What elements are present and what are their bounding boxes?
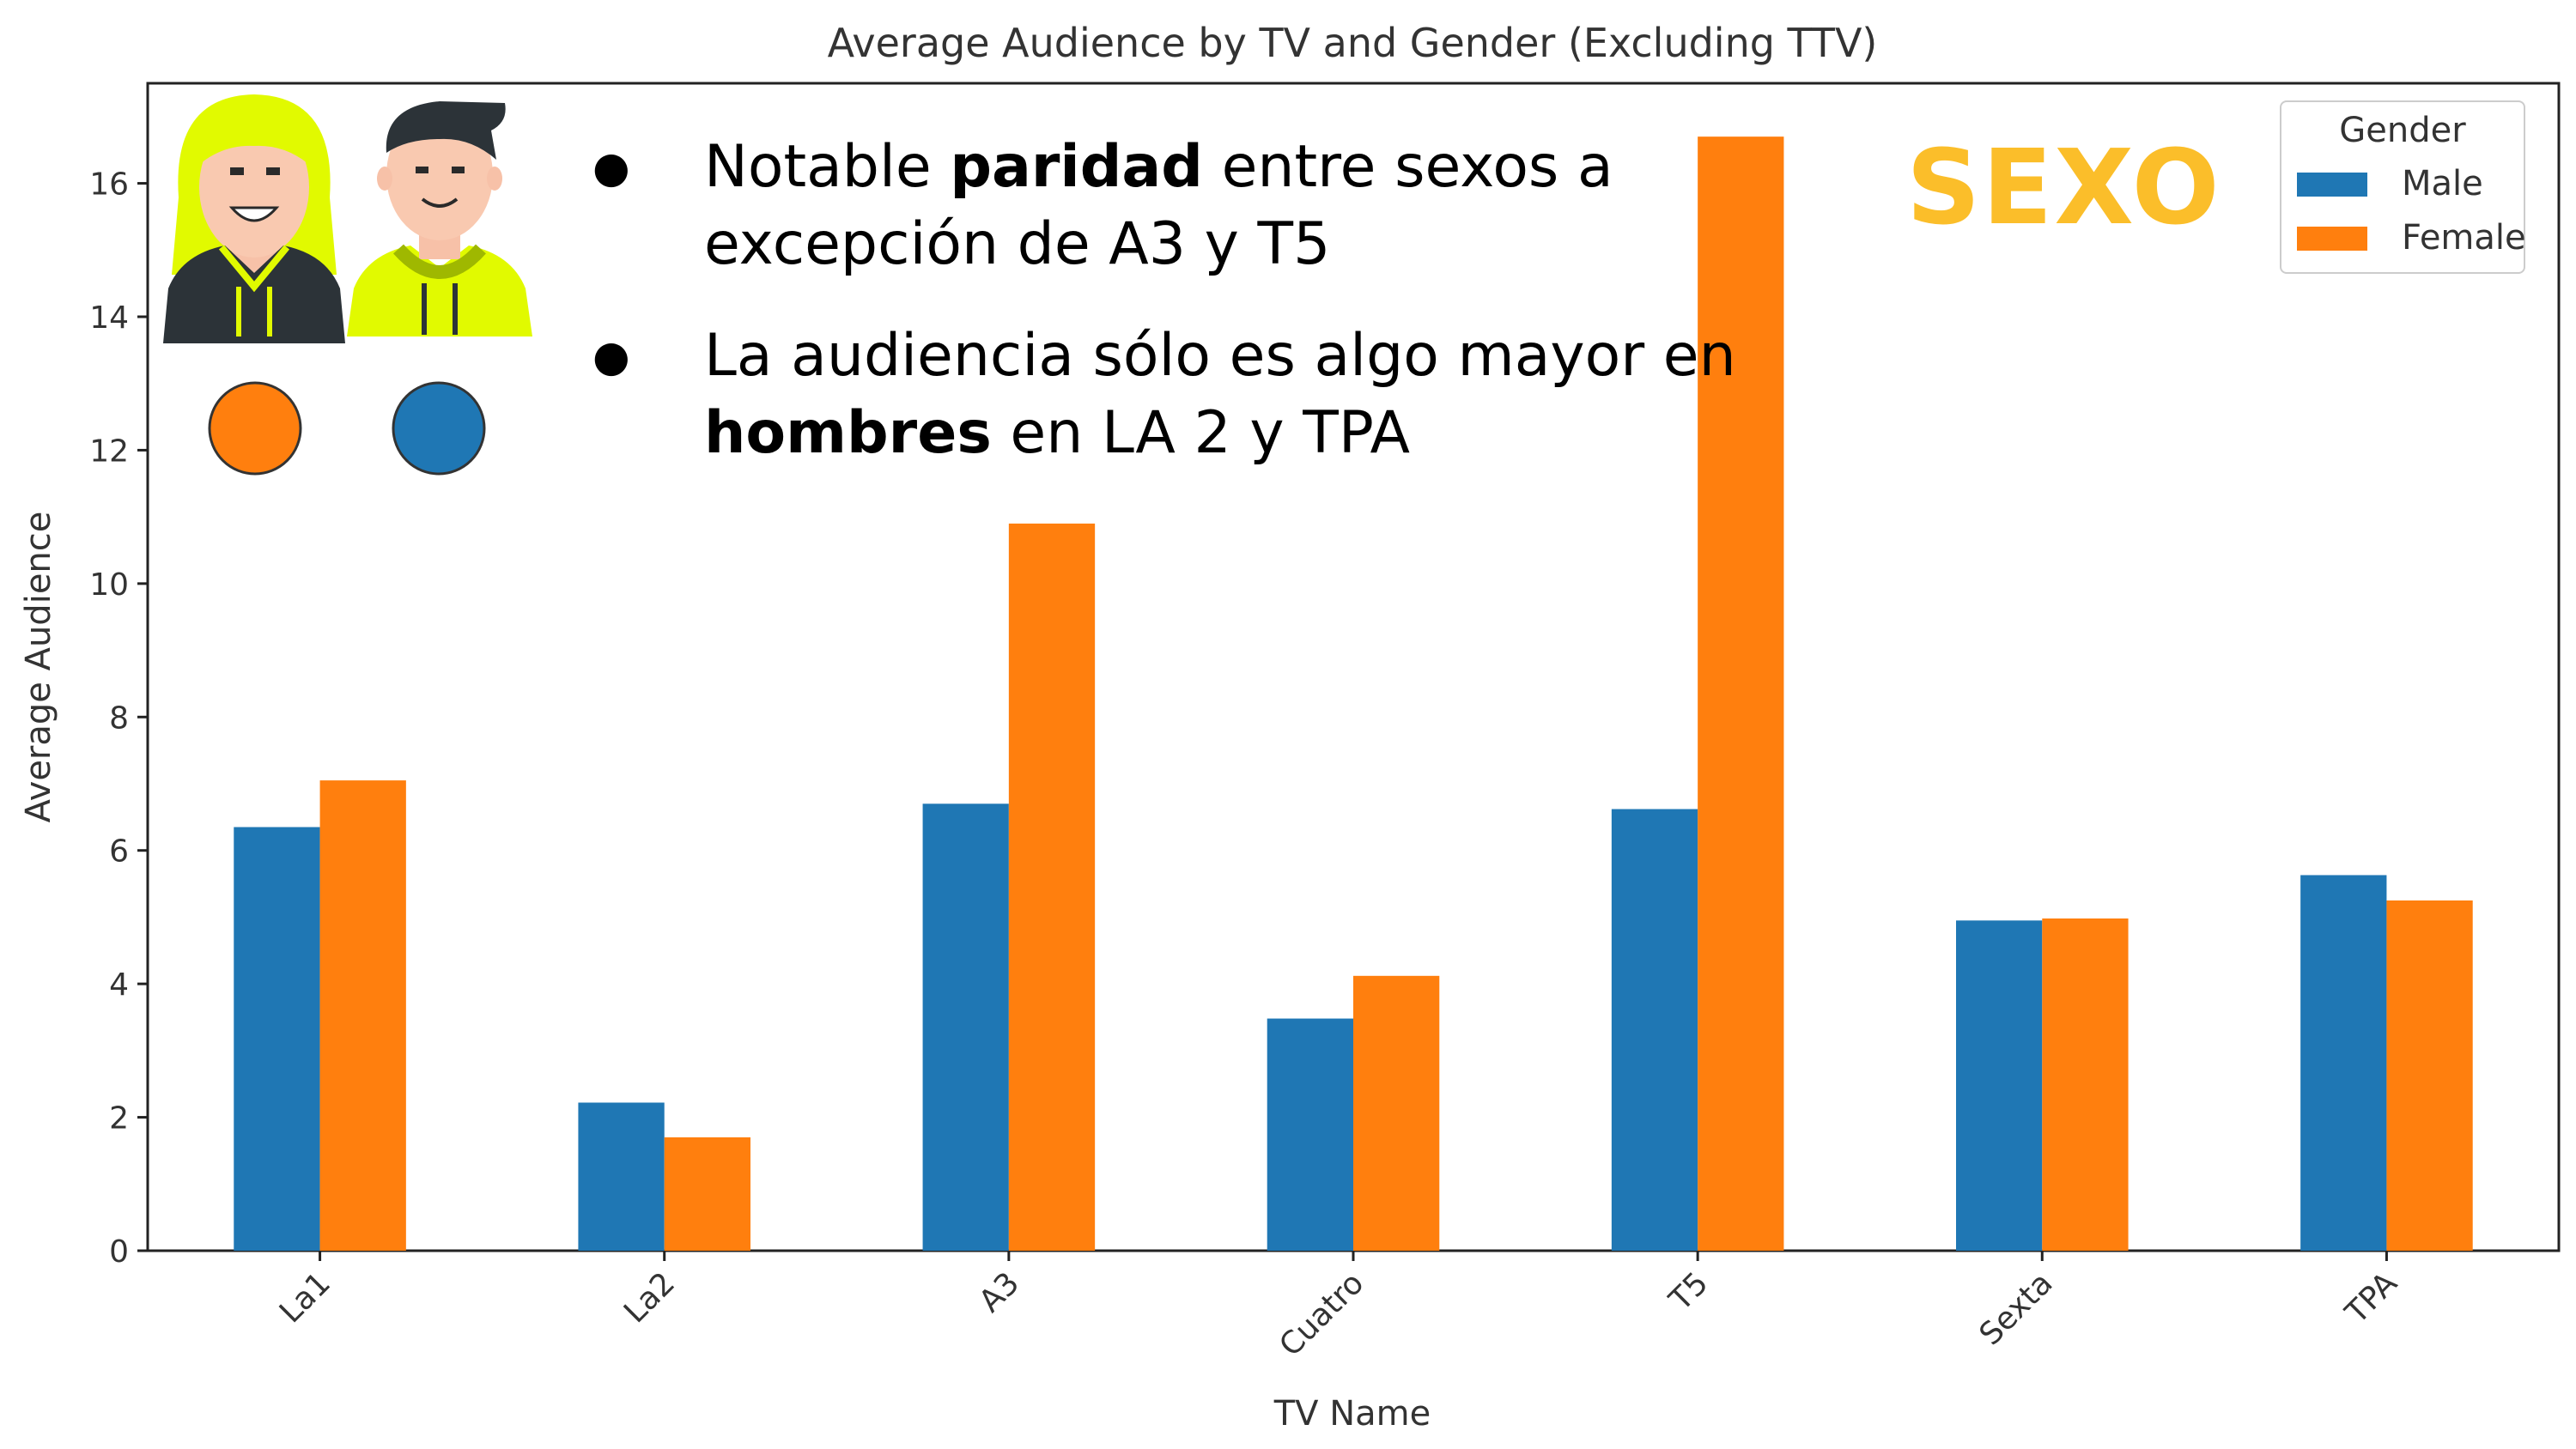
y-tick-label: 12 bbox=[89, 433, 129, 469]
legend-label-male: Male bbox=[2402, 164, 2483, 203]
legend-title: Gender bbox=[2339, 111, 2466, 150]
bar-female-la2 bbox=[664, 1137, 750, 1251]
x-tick-label: Cuatro bbox=[1273, 1265, 1370, 1363]
y-tick-label: 0 bbox=[109, 1234, 129, 1270]
man-avatar-icon bbox=[347, 101, 532, 336]
bar-female-sexta bbox=[2042, 918, 2129, 1251]
legend: Gender Male Female bbox=[2280, 100, 2526, 274]
y-tick-label: 4 bbox=[109, 967, 129, 1003]
legend-swatch-female bbox=[2297, 227, 2367, 251]
bullet-text: La audiencia sólo es algo mayor en hombr… bbox=[704, 322, 1736, 467]
x-tick-label: La1 bbox=[273, 1265, 337, 1330]
bar-male-sexta bbox=[1956, 920, 2043, 1251]
bar-male-tpa bbox=[2300, 875, 2387, 1251]
bar-female-la1 bbox=[319, 780, 406, 1251]
x-tick-label: TPA bbox=[2338, 1265, 2404, 1331]
legend-label-female: Female bbox=[2402, 218, 2526, 258]
y-tick-label: 8 bbox=[109, 700, 129, 736]
x-tick-label: T5 bbox=[1662, 1265, 1715, 1318]
bar-female-t5 bbox=[1698, 136, 1784, 1252]
bar-male-t5 bbox=[1611, 809, 1698, 1251]
woman-avatar-icon bbox=[163, 94, 345, 343]
bar-female-a3 bbox=[1008, 523, 1096, 1251]
y-axis-label: Average Audience bbox=[19, 512, 58, 823]
bar-male-la2 bbox=[578, 1102, 665, 1251]
bar-female-tpa bbox=[2386, 900, 2473, 1251]
female-color-marker bbox=[208, 381, 302, 476]
male-color-marker bbox=[392, 381, 486, 476]
legend-swatch-male bbox=[2297, 173, 2367, 197]
y-tick-label: 2 bbox=[109, 1101, 129, 1137]
bar-male-a3 bbox=[922, 803, 1009, 1251]
bullet-symbol: ● bbox=[592, 331, 630, 381]
y-tick-label: 6 bbox=[109, 834, 129, 870]
chart-title: Average Audience by TV and Gender (Exclu… bbox=[828, 20, 1878, 66]
x-tick-label: Sexta bbox=[1973, 1265, 2060, 1352]
bullet-symbol: ● bbox=[592, 142, 630, 192]
bullet-text: Notable paridad entre sexos a excepción … bbox=[704, 133, 1613, 278]
bar-male-cuatro bbox=[1267, 1018, 1353, 1251]
x-axis-label: TV Name bbox=[1273, 1394, 1431, 1434]
y-tick-label: 16 bbox=[89, 167, 129, 203]
bar-female-cuatro bbox=[1353, 975, 1440, 1251]
y-tick-label: 10 bbox=[89, 567, 129, 603]
x-tick-label: A3 bbox=[973, 1265, 1027, 1319]
y-tick-label: 14 bbox=[89, 300, 129, 336]
bar-male-la1 bbox=[234, 827, 320, 1251]
sexo-highlight: SEXO bbox=[1906, 129, 2221, 248]
x-tick-label: La2 bbox=[617, 1265, 682, 1330]
